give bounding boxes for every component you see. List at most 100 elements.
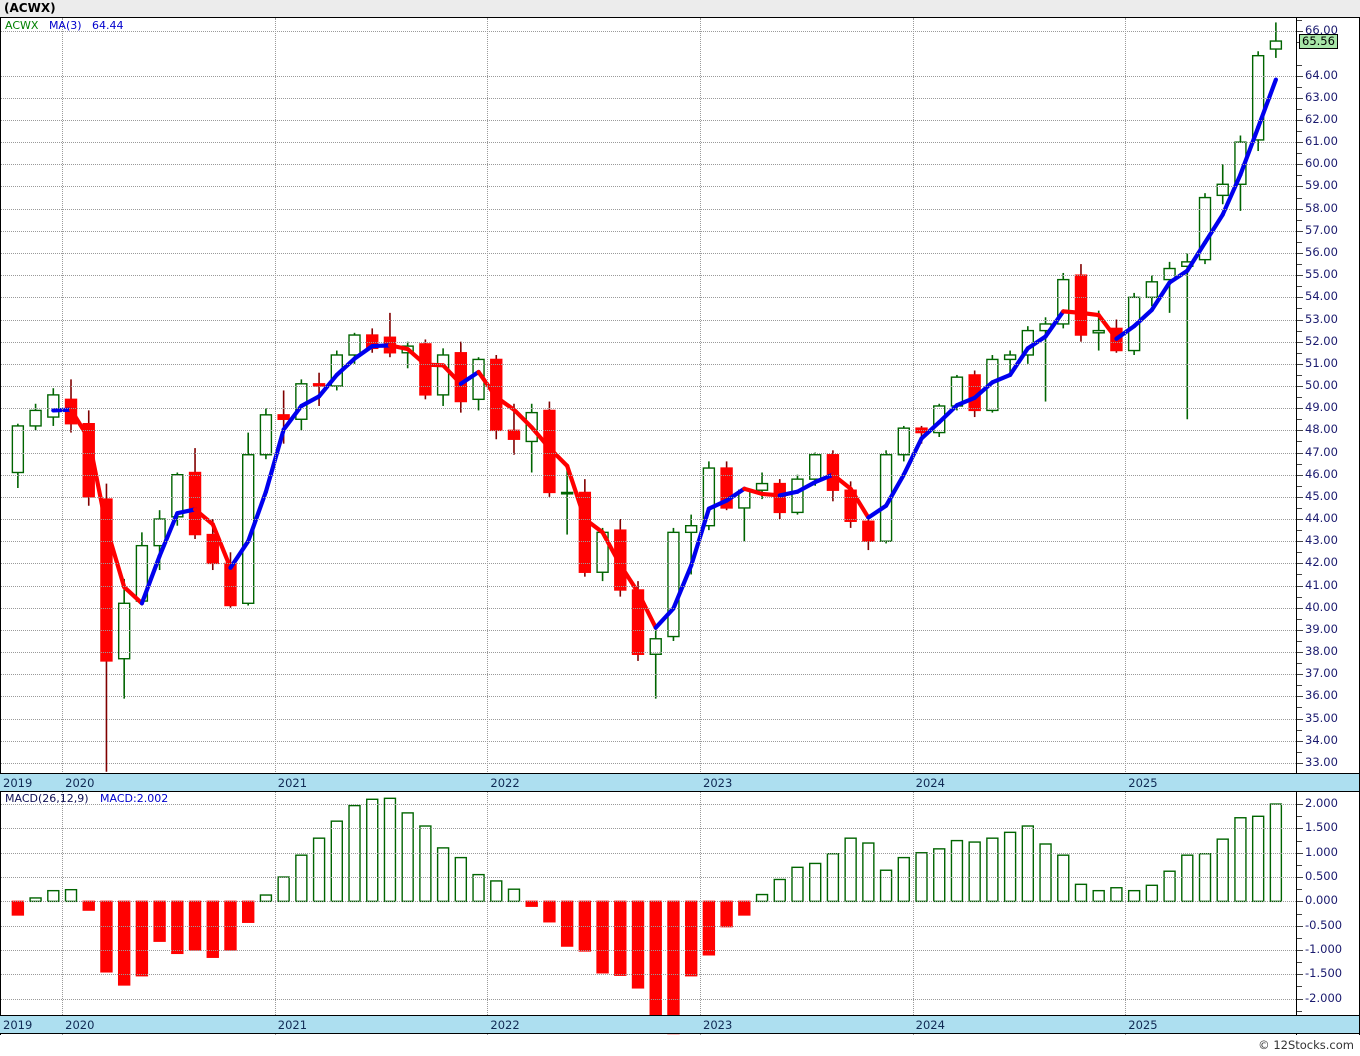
ma3-segment — [175, 507, 198, 516]
ma3-segment — [1167, 268, 1190, 285]
price-gridline — [1, 607, 1296, 609]
price-axis-label: 38.00 — [1305, 644, 1338, 659]
price-axis-label: 51.00 — [1305, 355, 1338, 370]
price-axis-label: 35.00 — [1305, 710, 1338, 725]
macd-bar — [366, 798, 379, 903]
price-gridline — [1, 718, 1296, 720]
price-axis-minor-tick — [1297, 640, 1302, 642]
macd-bar — [153, 900, 166, 942]
price-gridline — [1, 629, 1296, 631]
price-plot-area[interactable]: ACWX MA(3) 64.44 — [0, 17, 1297, 773]
price-axis-minor-tick — [1297, 175, 1302, 177]
price-gridline — [1, 253, 1296, 254]
price-axis-tick — [1297, 164, 1303, 166]
price-axis-minor-tick — [1297, 374, 1302, 376]
macd-gridline — [1, 877, 1296, 879]
date-axis-year-label: 2023 — [703, 1018, 733, 1032]
price-axis-label: 47.00 — [1305, 444, 1338, 459]
macd-bar — [1074, 883, 1088, 903]
price-gridline — [1, 452, 1296, 454]
year-gridline — [912, 792, 914, 1035]
date-axis-bottom-pad — [1297, 1015, 1360, 1034]
macd-gridline — [1, 998, 1296, 1000]
date-axis-year-label: 2024 — [915, 1018, 945, 1032]
price-axis-tick — [1297, 341, 1303, 343]
candlestick — [436, 348, 450, 406]
year-gridline — [62, 18, 64, 773]
macd-bar — [684, 900, 698, 977]
price-axis-label: 42.00 — [1305, 555, 1338, 570]
macd-axis-minor-tick — [1297, 986, 1302, 988]
ma3-segment — [1220, 172, 1243, 217]
macd-axis-minor-tick — [1297, 816, 1302, 818]
candlestick — [773, 479, 786, 520]
price-gridline — [1, 297, 1296, 299]
macd-bar — [117, 900, 131, 986]
ma3-segment — [848, 486, 871, 520]
legend-ma-value: 64.44 — [92, 19, 124, 32]
macd-bar — [312, 837, 326, 903]
date-axis-year-label: 2023 — [703, 776, 733, 790]
price-gridline — [1, 652, 1296, 654]
price-gridline — [1, 563, 1296, 565]
candlestick — [897, 425, 910, 462]
candlestick — [1057, 272, 1070, 329]
macd-bar — [933, 848, 946, 903]
price-axis-label: 56.00 — [1305, 245, 1338, 259]
price-axis-label: 50.00 — [1305, 378, 1338, 393]
price-gridline — [1, 186, 1296, 188]
price-axis-tick — [1297, 740, 1303, 742]
candlestick — [649, 625, 662, 699]
macd-bar — [879, 869, 893, 903]
macd-bar — [1216, 838, 1229, 903]
macd-legend: MACD(26,12,9) MACD:2.002 — [5, 792, 168, 805]
price-gridline — [1, 275, 1296, 277]
macd-gridline — [1, 925, 1296, 927]
ma3-segment — [777, 489, 800, 498]
price-axis-label: 37.00 — [1305, 666, 1338, 681]
candlestick — [1198, 193, 1212, 265]
macd-bar — [472, 873, 485, 903]
price-axis-minor-tick — [1297, 463, 1302, 465]
candlestick — [11, 423, 25, 489]
macd-bar — [171, 900, 184, 955]
price-axis-tick — [1297, 607, 1303, 609]
macd-bar — [968, 841, 981, 903]
macd-axis-minor-tick — [1297, 962, 1302, 964]
current-price-badge: 65.56 — [1299, 34, 1338, 50]
macd-bar — [436, 847, 450, 903]
price-gridline — [1, 386, 1296, 388]
date-axis-year-label: 2020 — [65, 1018, 95, 1032]
price-axis-tick — [1297, 585, 1303, 587]
price-gridline — [1, 75, 1296, 77]
macd-plot-area[interactable]: MACD(26,12,9) MACD:2.002 — [0, 792, 1297, 1035]
candlestick — [1003, 350, 1017, 375]
macd-axis-tick — [1297, 974, 1303, 976]
year-gridline — [62, 792, 64, 1035]
price-axis-minor-tick — [1297, 153, 1302, 155]
macd-bar — [720, 900, 733, 928]
ma3-segment — [618, 562, 641, 595]
macd-bar — [277, 876, 290, 903]
price-axis-tick — [1297, 430, 1303, 432]
macd-gridline — [1, 804, 1296, 806]
date-axis-top-pad — [1297, 773, 1360, 792]
price-axis-minor-tick — [1297, 131, 1302, 133]
date-axis-year-label: 2025 — [1128, 1018, 1158, 1032]
year-gridline — [1125, 18, 1127, 773]
price-axis-minor-tick — [1297, 663, 1302, 665]
year-gridline — [912, 18, 914, 773]
price-axis-tick — [1297, 519, 1303, 521]
price-axis-tick — [1297, 97, 1303, 99]
macd-bar — [560, 900, 574, 947]
ma3-segment — [1256, 77, 1278, 130]
macd-bar — [755, 893, 769, 903]
price-axis-label: 66.00 — [1305, 23, 1338, 38]
ma3-segment — [1043, 309, 1066, 339]
ma3-segment — [759, 491, 782, 498]
ma3-segment — [1185, 240, 1208, 273]
price-axis-minor-tick — [1297, 596, 1302, 598]
macd-bar — [330, 820, 343, 903]
price-gridline — [1, 97, 1296, 99]
